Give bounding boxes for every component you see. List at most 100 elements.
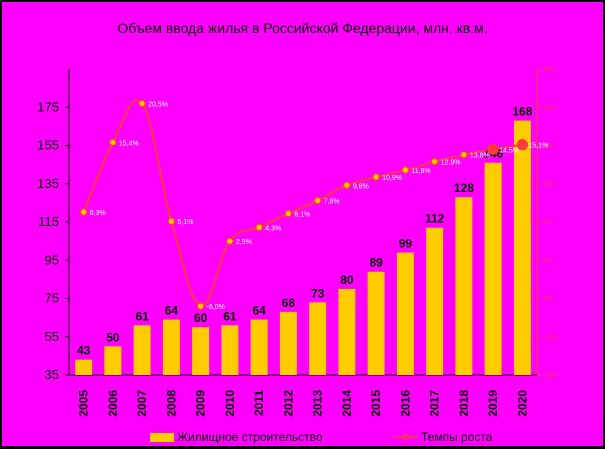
x-tick-label: 2008 xyxy=(164,390,178,417)
bar-value-label: 89 xyxy=(369,256,383,270)
right-tick-label: 5% xyxy=(543,220,552,226)
left-tick-label: 75 xyxy=(45,291,59,306)
left-tick-label: 115 xyxy=(38,214,59,229)
bar-value-label: 168 xyxy=(512,105,532,119)
left-tick-label: 35 xyxy=(45,367,59,382)
x-tick-label: 2019 xyxy=(486,390,500,417)
right-tick-label: 25% xyxy=(543,67,556,73)
x-tick-label: 2015 xyxy=(369,390,383,417)
growth-rate-point xyxy=(167,217,176,226)
growth-rate-label: 13,8% xyxy=(470,153,490,160)
growth-rate-point xyxy=(372,173,380,181)
bar xyxy=(338,288,356,375)
bar-value-label: 43 xyxy=(77,344,91,358)
x-tick-label: 2014 xyxy=(340,390,354,417)
bar-value-label: 50 xyxy=(106,330,120,344)
bar-value-label: 64 xyxy=(252,304,266,318)
legend-bar-swatch xyxy=(150,432,174,442)
x-tick-label: 2012 xyxy=(281,390,295,417)
right-tick-label: 10% xyxy=(543,182,556,188)
growth-rate-point xyxy=(79,208,88,216)
growth-rate-point xyxy=(516,139,528,151)
growth-rate-point xyxy=(284,209,293,218)
growth-rate-label: 14,5% xyxy=(499,147,519,154)
bar xyxy=(279,311,297,375)
left-tick-label: 95 xyxy=(45,252,59,267)
growth-rate-label: 15,1% xyxy=(528,143,548,150)
right-tick-label: -5% xyxy=(543,297,554,303)
growth-rate-point xyxy=(313,196,322,205)
left-tick-label: 55 xyxy=(45,329,59,344)
growth-rate-label: 6,1% xyxy=(294,212,310,219)
right-tick-label: -15% xyxy=(543,373,558,379)
growth-rate-point xyxy=(343,181,351,190)
bar xyxy=(75,359,93,375)
growth-rate-label: 7,8% xyxy=(324,199,340,206)
x-tick-label: 2020 xyxy=(515,390,529,417)
growth-rate-point xyxy=(226,237,234,245)
growth-rate-point xyxy=(401,166,410,174)
growth-rate-point xyxy=(255,223,263,232)
bar xyxy=(309,302,327,375)
legend-bar-label: Жилищное строительство xyxy=(177,430,323,444)
growth-rate-label: 11,8% xyxy=(411,168,430,175)
growth-rate-label: 15,4% xyxy=(119,140,139,147)
growth-rate-point xyxy=(430,157,439,166)
bar-value-label: 99 xyxy=(399,237,413,251)
bar xyxy=(162,319,180,375)
growth-rate-label: 9,8% xyxy=(353,183,369,190)
right-tick-label: 15% xyxy=(543,144,556,150)
x-tick-label: 2011 xyxy=(252,390,266,416)
x-tick-label: 2018 xyxy=(457,390,471,417)
x-tick-label: 2006 xyxy=(106,390,120,417)
right-tick-label: 20% xyxy=(543,105,556,111)
bar-value-label: 60 xyxy=(194,311,208,325)
growth-rate-label: -6,0% xyxy=(207,304,225,311)
bar xyxy=(192,327,210,375)
x-tick-label: 2017 xyxy=(428,390,442,417)
growth-rate-label: 5,1% xyxy=(177,219,193,226)
growth-rate-point xyxy=(460,150,468,159)
left-tick-label: 135 xyxy=(37,176,59,191)
chart-title: Объем ввода жилья в Российской Федерации… xyxy=(117,20,488,36)
x-tick-label: 2013 xyxy=(311,390,325,417)
bar-value-label: 68 xyxy=(282,296,296,310)
bar-value-label: 64 xyxy=(165,304,179,318)
right-tick-label: -10% xyxy=(543,335,558,341)
bar xyxy=(396,252,414,375)
growth-rate-label: 20,5% xyxy=(148,101,168,108)
bar-value-label: 112 xyxy=(425,212,445,226)
legend-line-label: Темпы роста xyxy=(421,430,493,444)
growth-rate-label: 2,5% xyxy=(236,239,252,246)
bar-value-label: 80 xyxy=(340,273,354,287)
x-tick-label: 2010 xyxy=(223,390,237,417)
bar xyxy=(221,325,239,375)
bar-value-label: 61 xyxy=(135,309,149,323)
legend-item-bars: Жилищное строительство xyxy=(150,430,323,444)
growth-rate-label: 4,3% xyxy=(265,225,281,232)
x-tick-label: 2005 xyxy=(77,390,91,417)
growth-rate-label: 10,9% xyxy=(382,175,402,182)
bar-value-label: 61 xyxy=(223,309,237,323)
left-tick-label: 155 xyxy=(37,138,59,153)
growth-rate-label: 12,9% xyxy=(441,160,461,167)
bar xyxy=(133,325,151,375)
growth-rate-point xyxy=(109,138,117,147)
bar xyxy=(104,346,122,375)
bar xyxy=(250,319,268,375)
bar xyxy=(484,162,502,375)
left-tick-label: 175 xyxy=(37,99,59,114)
bar-value-label: 128 xyxy=(454,181,474,195)
bar xyxy=(455,197,473,375)
x-tick-label: 2007 xyxy=(135,390,149,417)
growth-rate-point xyxy=(487,143,499,155)
bar-value-label: 73 xyxy=(311,286,325,300)
x-tick-label: 2016 xyxy=(398,390,412,417)
legend-line-swatch xyxy=(394,433,418,441)
x-tick-label: 2009 xyxy=(194,390,208,417)
growth-rate-point xyxy=(196,302,205,310)
bar xyxy=(513,120,531,375)
bar xyxy=(426,227,444,375)
